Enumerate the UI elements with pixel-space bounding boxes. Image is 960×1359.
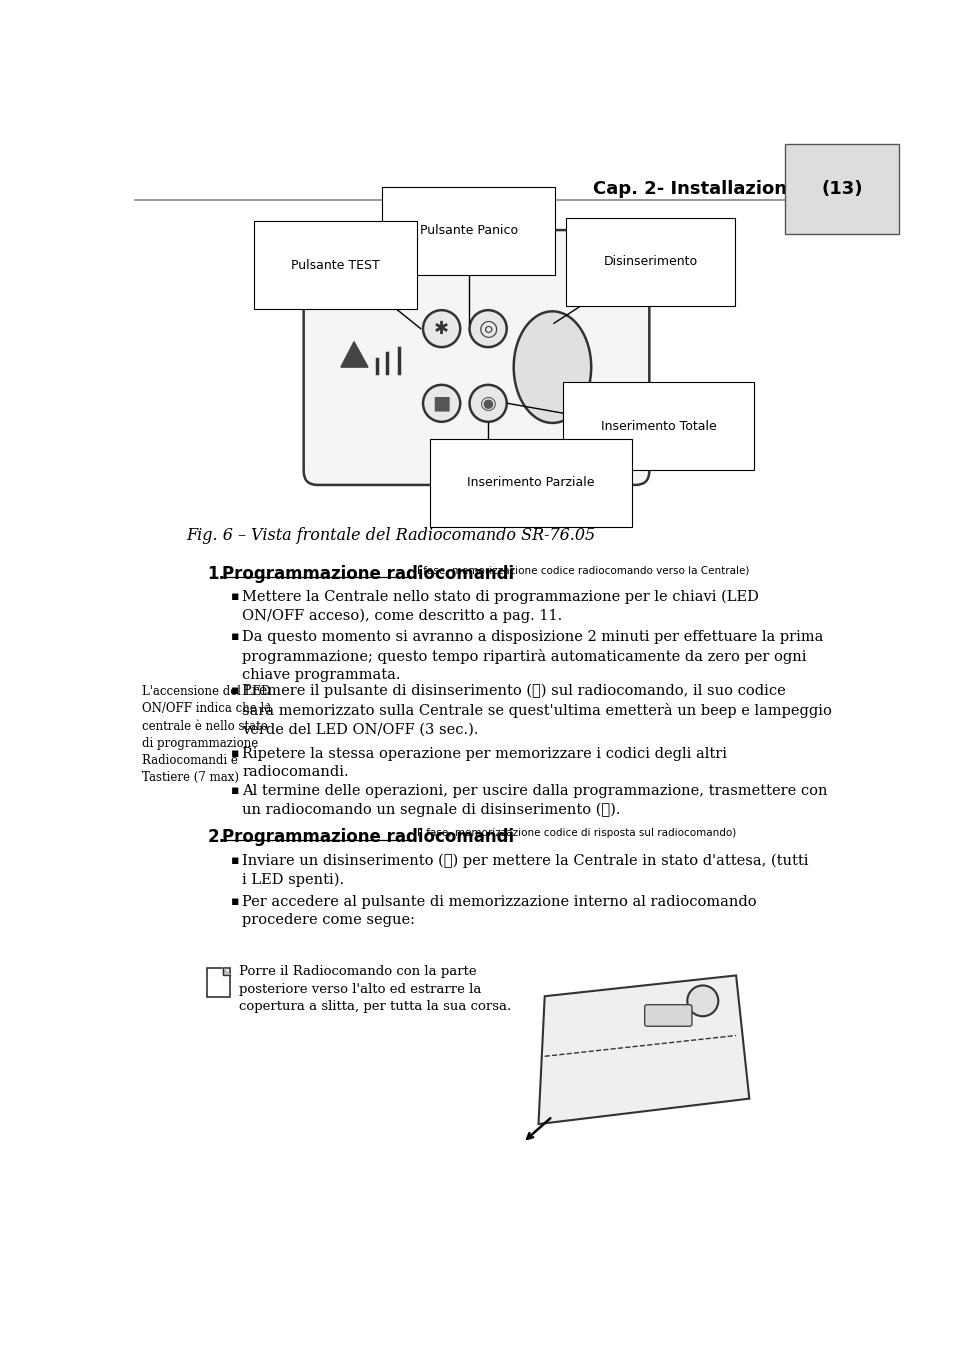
Text: Disinserimento: Disinserimento xyxy=(604,255,698,268)
Circle shape xyxy=(423,310,460,347)
Text: Programmazione radiocomandi: Programmazione radiocomandi xyxy=(223,829,515,847)
Text: Per accedere al pulsante di memorizzazione interno al radiocomando
procedere com: Per accedere al pulsante di memorizzazio… xyxy=(243,894,757,927)
Text: 1.: 1. xyxy=(207,565,226,583)
Text: Porre il Radiocomando con la parte
posteriore verso l'alto ed estrarre la
copert: Porre il Radiocomando con la parte poste… xyxy=(239,965,511,1014)
Text: (I fase, memorizzazione codice radiocomando verso la Centrale): (I fase, memorizzazione codice radiocoma… xyxy=(413,565,750,575)
Polygon shape xyxy=(341,341,368,367)
Text: Premere il pulsante di disinserimento (ⓘ) sul radiocomando, il suo codice
sarà m: Premere il pulsante di disinserimento (ⓘ… xyxy=(243,684,832,737)
Text: Inserimento Totale: Inserimento Totale xyxy=(601,420,716,434)
Text: Fig. 6 – Vista frontale del Radiocomando SR-76.05: Fig. 6 – Vista frontale del Radiocomando… xyxy=(186,526,596,544)
Polygon shape xyxy=(223,968,230,974)
Text: Programmazione radiocomandi: Programmazione radiocomandi xyxy=(223,565,515,583)
FancyBboxPatch shape xyxy=(303,230,649,485)
Text: ▪: ▪ xyxy=(230,894,239,908)
Circle shape xyxy=(469,385,507,421)
Text: Ripetere la stessa operazione per memorizzare i codici degli altri
radiocomandi.: Ripetere la stessa operazione per memori… xyxy=(243,746,728,779)
FancyBboxPatch shape xyxy=(645,1004,692,1026)
Text: ▪: ▪ xyxy=(230,590,239,602)
Bar xyxy=(206,968,230,998)
Text: ◉: ◉ xyxy=(480,394,496,413)
Text: ◎: ◎ xyxy=(478,318,498,338)
Text: Da questo momento si avranno a disposizione 2 minuti per effettuare la prima
pro: Da questo momento si avranno a disposizi… xyxy=(243,629,824,682)
Text: ▪: ▪ xyxy=(230,784,239,796)
Text: 2.: 2. xyxy=(207,829,226,847)
Text: ■: ■ xyxy=(432,394,451,413)
Text: (13): (13) xyxy=(822,179,863,198)
Text: Inserimento Parziale: Inserimento Parziale xyxy=(467,476,594,489)
Text: Inviare un disinserimento (ⓘ) per mettere la Centrale in stato d'attesa, (tutti
: Inviare un disinserimento (ⓘ) per metter… xyxy=(243,853,809,887)
Text: ✱: ✱ xyxy=(434,319,449,337)
Text: ▪: ▪ xyxy=(230,853,239,867)
Text: (II fase, memorizzazione codice di risposta sul radiocomando): (II fase, memorizzazione codice di rispo… xyxy=(413,829,736,839)
Circle shape xyxy=(687,985,718,1017)
Text: L'accensione del LED
ON/OFF indica che la
centrale è nello stato
di programmazio: L'accensione del LED ON/OFF indica che l… xyxy=(142,685,271,784)
Text: ▪: ▪ xyxy=(230,629,239,643)
Circle shape xyxy=(423,385,460,421)
Text: ▪: ▪ xyxy=(230,746,239,760)
Text: ▪: ▪ xyxy=(230,684,239,697)
Text: Pulsante Panico: Pulsante Panico xyxy=(420,224,517,238)
Text: Mettere la Centrale nello stato di programmazione per le chiavi (LED
ON/OFF acce: Mettere la Centrale nello stato di progr… xyxy=(243,590,759,624)
Polygon shape xyxy=(539,976,750,1124)
Ellipse shape xyxy=(514,311,591,423)
Text: Cap. 2- Installazione: Cap. 2- Installazione xyxy=(592,179,799,198)
Text: Al termine delle operazioni, per uscire dalla programmazione, trasmettere con
un: Al termine delle operazioni, per uscire … xyxy=(243,784,828,817)
Circle shape xyxy=(469,310,507,347)
Text: Pulsante TEST: Pulsante TEST xyxy=(291,260,380,272)
